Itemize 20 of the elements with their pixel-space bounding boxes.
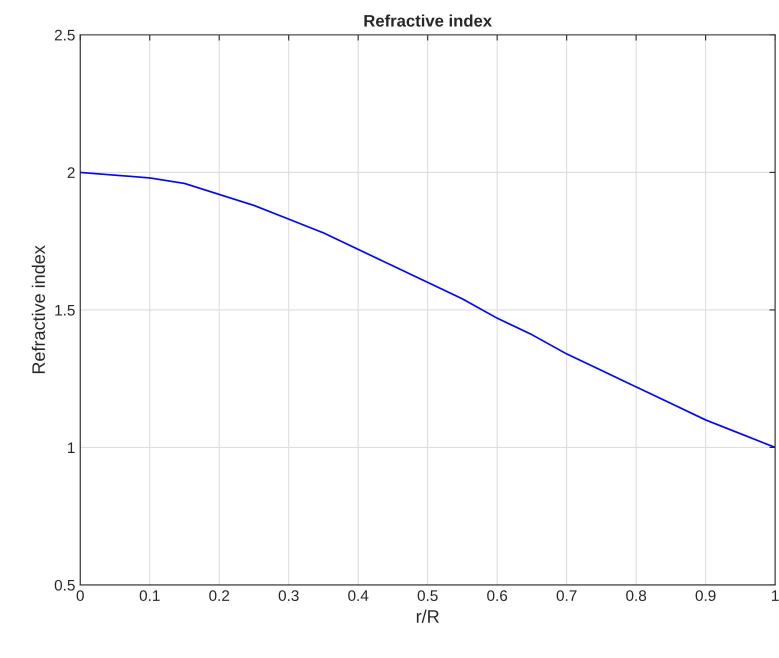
x-axis-title: r/R: [416, 610, 439, 623]
x-tick-label: 0.9: [696, 590, 716, 602]
x-tick-label: 0: [76, 590, 84, 602]
x-tick-label: 0.5: [418, 590, 438, 602]
y-tick-label: 1.5: [55, 304, 75, 316]
x-tick-label: 0.4: [348, 590, 368, 602]
x-tick-label: 0.3: [278, 590, 299, 602]
y-axis-title: Refractive index: [32, 245, 46, 374]
x-tick-label: 0.7: [556, 590, 576, 602]
x-tick-label: 1: [772, 590, 779, 601]
y-tick-label: 1: [68, 442, 75, 453]
x-tick-label: 0.6: [487, 590, 508, 602]
y-tick-label: 2.5: [54, 30, 75, 41]
y-tick-label: 0.5: [54, 580, 75, 591]
x-tick-label: 0.2: [209, 590, 230, 602]
line-series: [80, 172, 776, 448]
y-tick-label: 2: [68, 167, 75, 178]
chart-title: Refractive index: [364, 14, 492, 27]
x-tick-label: 0.1: [140, 590, 160, 602]
x-tick-label: 0.8: [626, 590, 646, 602]
